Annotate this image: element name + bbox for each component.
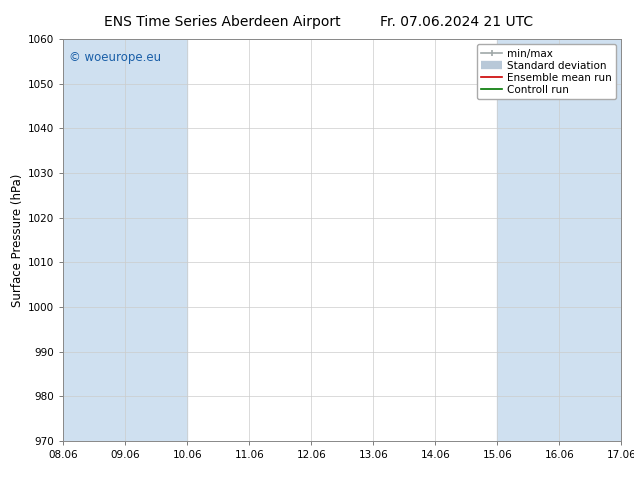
Text: ENS Time Series Aberdeen Airport: ENS Time Series Aberdeen Airport bbox=[103, 15, 340, 29]
Bar bbox=[559, 39, 621, 441]
Legend: min/max, Standard deviation, Ensemble mean run, Controll run: min/max, Standard deviation, Ensemble me… bbox=[477, 45, 616, 99]
Bar bbox=[63, 39, 126, 441]
Text: Fr. 07.06.2024 21 UTC: Fr. 07.06.2024 21 UTC bbox=[380, 15, 533, 29]
Bar bbox=[497, 39, 559, 441]
Bar bbox=[126, 39, 188, 441]
Text: © woeurope.eu: © woeurope.eu bbox=[69, 51, 161, 64]
Y-axis label: Surface Pressure (hPa): Surface Pressure (hPa) bbox=[11, 173, 24, 307]
